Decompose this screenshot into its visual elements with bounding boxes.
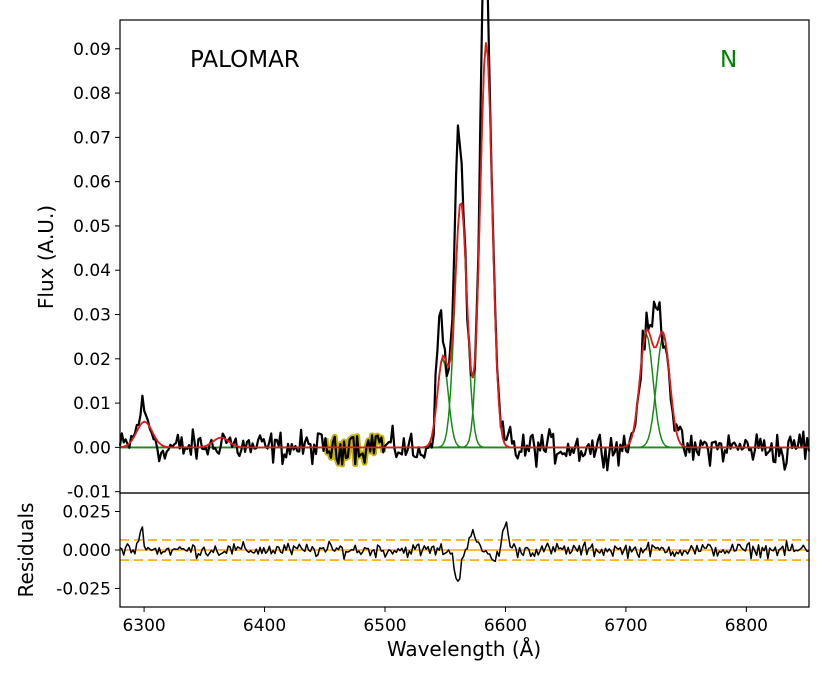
residual-y-axis-label: Residuals bbox=[14, 503, 38, 598]
residual-y-ticks: -0.025 0.000 0.025 bbox=[56, 502, 120, 600]
x-tick-label: 6700 bbox=[604, 616, 647, 636]
main-y-tick-label: 0.00 bbox=[73, 438, 111, 458]
main-panel: -0.01 0.00 0.01 0.02 0.03 0.04 0.05 0.06 0.07 0.0… bbox=[34, 0, 811, 503]
main-y-tick-label: 0.07 bbox=[73, 128, 111, 148]
residual-reference-lines bbox=[120, 539, 809, 561]
x-axis-label: Wavelength (Å) bbox=[387, 637, 541, 661]
model-fit-line bbox=[119, 42, 809, 449]
component-curve-6 bbox=[120, 332, 809, 449]
residuals-panel: -0.025 0.000 0.025 6300 6400 6500 6600 6700 680… bbox=[14, 492, 810, 661]
residual-axes-frame bbox=[119, 492, 810, 608]
component-curve-7 bbox=[120, 334, 809, 449]
main-y-tick-label: -0.01 bbox=[67, 483, 111, 503]
main-y-tick-label: 0.01 bbox=[73, 394, 111, 414]
x-tick-label: 6800 bbox=[725, 616, 768, 636]
main-y-tick-label: 0.02 bbox=[73, 350, 111, 370]
x-tick-label: 6300 bbox=[122, 616, 165, 636]
residual-y-tick-label: 0.000 bbox=[62, 541, 111, 561]
main-y-tick-label: 0.06 bbox=[73, 173, 111, 193]
model-fit bbox=[119, 42, 809, 449]
main-y-tick-label: 0.05 bbox=[73, 217, 111, 237]
main-y-tick-label: 0.03 bbox=[73, 306, 111, 326]
main-y-ticks: -0.01 0.00 0.01 0.02 0.03 0.04 0.05 0.06 0.07 0.0… bbox=[67, 40, 120, 503]
x-tick-label: 6400 bbox=[243, 616, 286, 636]
residual-y-tick-label: 0.025 bbox=[62, 502, 111, 522]
main-y-tick-label: 0.08 bbox=[73, 84, 111, 104]
annotation-palomar: PALOMAR bbox=[190, 47, 300, 73]
annotation-n: N bbox=[720, 47, 737, 73]
x-ticks: 6300 6400 6500 6600 6700 6800 bbox=[122, 607, 768, 636]
main-y-axis-label: Flux (A.U.) bbox=[34, 205, 58, 309]
residual-data-line bbox=[119, 521, 810, 582]
x-tick-label: 6600 bbox=[484, 616, 527, 636]
residual-data bbox=[119, 521, 810, 582]
main-y-tick-label: 0.09 bbox=[73, 40, 111, 60]
x-tick-label: 6500 bbox=[363, 616, 406, 636]
main-y-tick-label: 0.04 bbox=[73, 261, 111, 281]
residual-y-tick-label: -0.025 bbox=[56, 580, 111, 600]
